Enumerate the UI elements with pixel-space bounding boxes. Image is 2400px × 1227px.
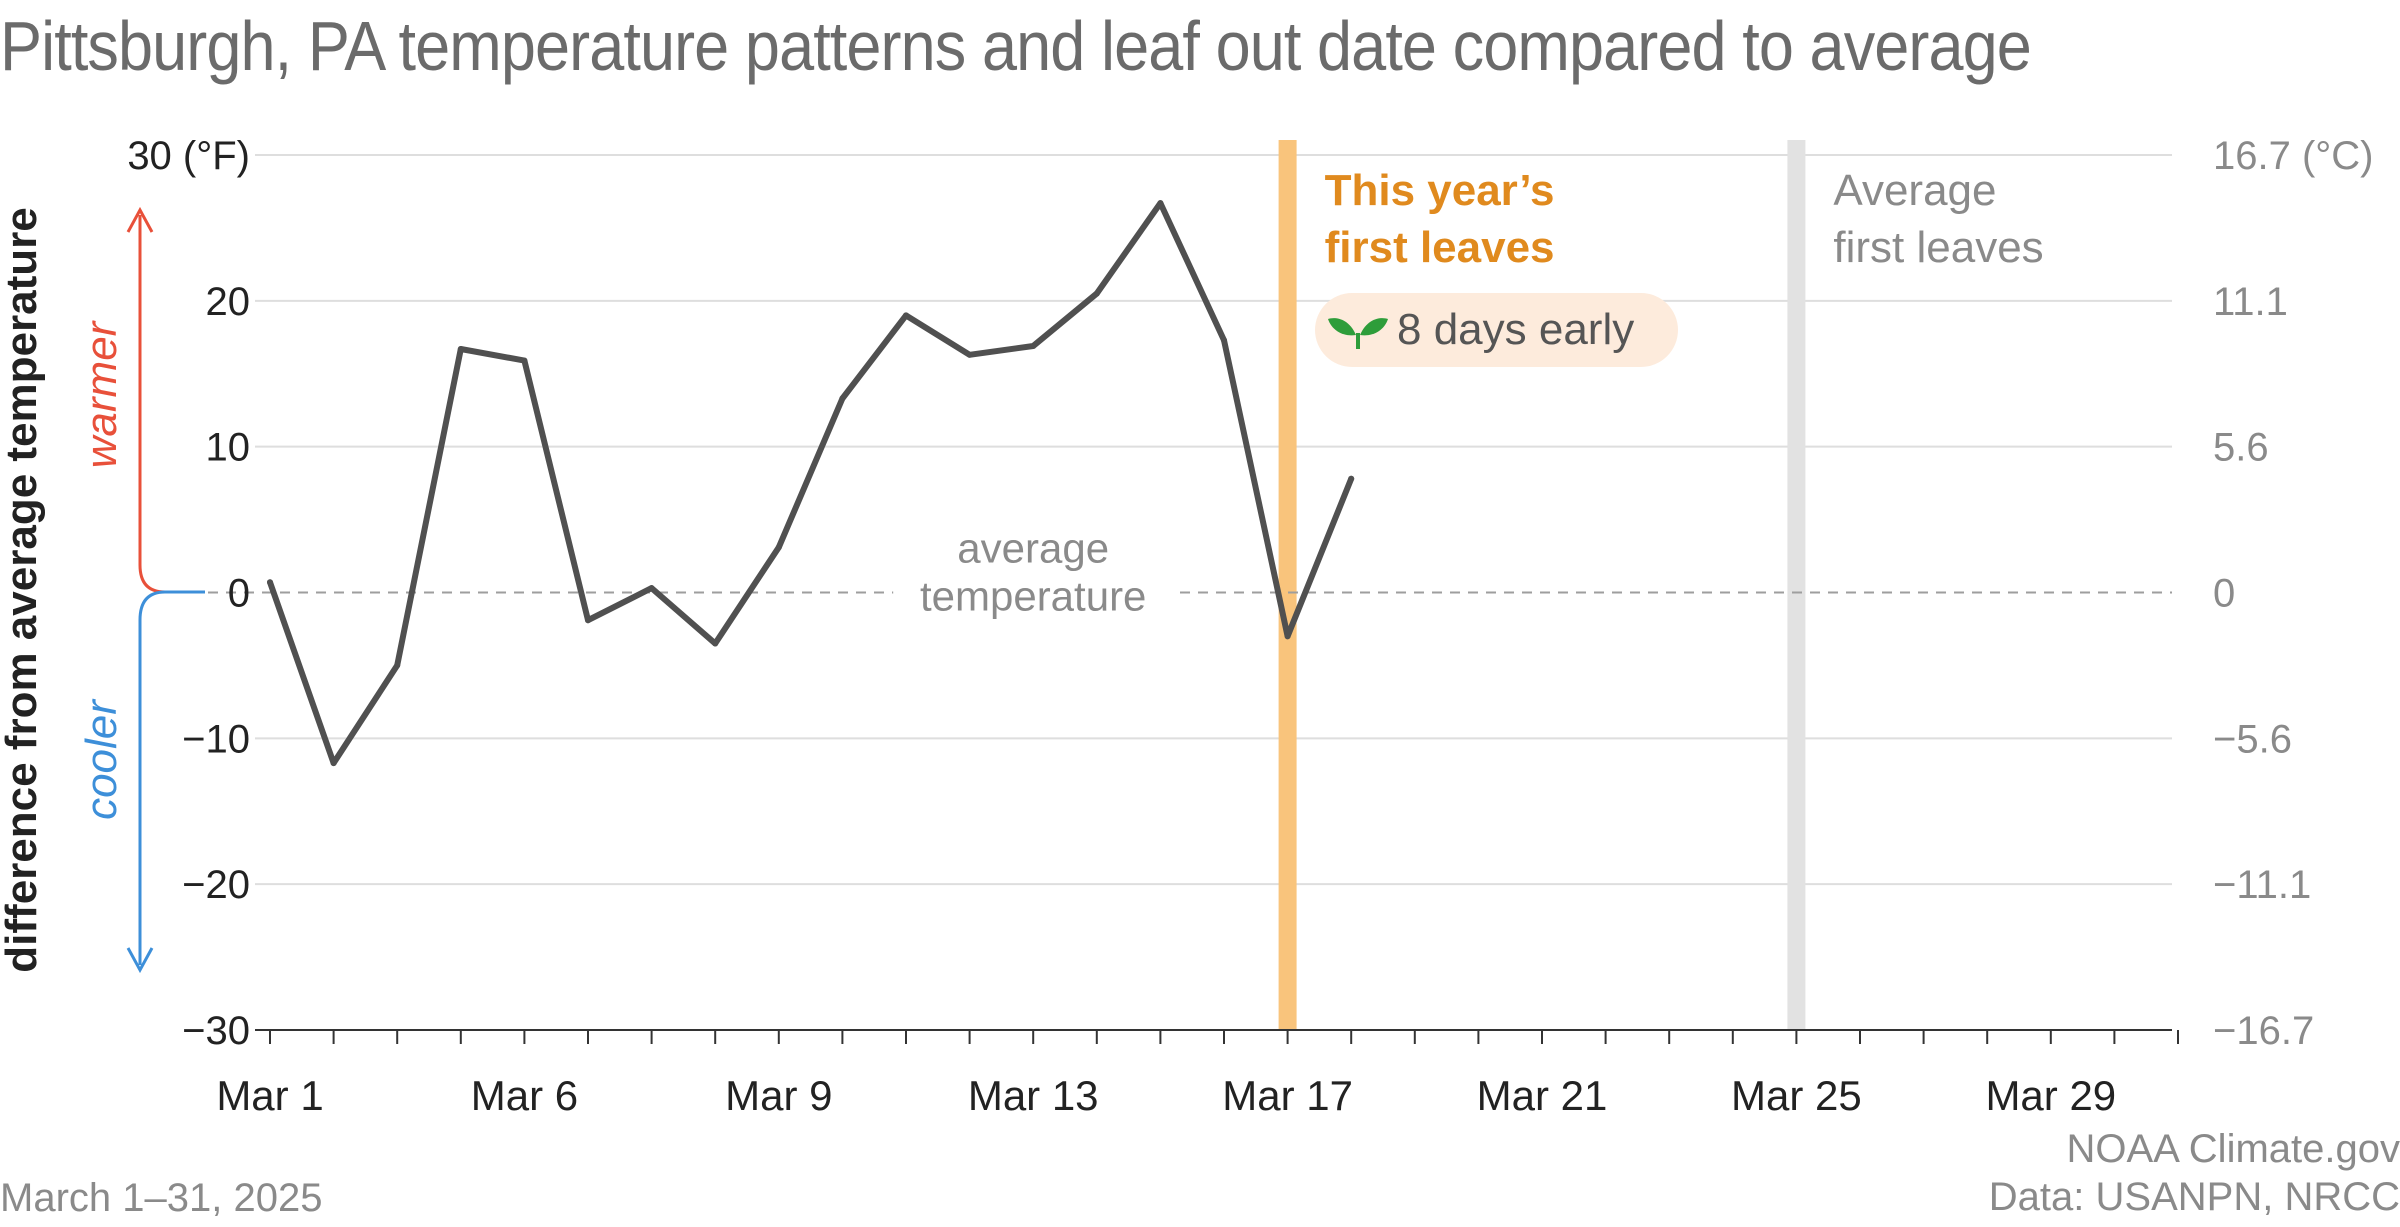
leaf-marker-label: first leaves xyxy=(1325,223,1555,272)
y-axis-label: difference from average temperature xyxy=(0,207,46,972)
data-point xyxy=(521,357,528,364)
data-point xyxy=(1093,290,1100,297)
y-tick-label-right: −11.1 xyxy=(2213,863,2311,907)
cooler-arrowhead xyxy=(126,947,154,974)
y-tick-label-left: 30 (°F) xyxy=(127,134,250,178)
data-point xyxy=(1030,343,1037,350)
y-tick-label-right: 16.7 (°C) xyxy=(2213,134,2374,178)
warmer-label: warmer xyxy=(77,319,126,468)
leaf-marker-label: This year’s xyxy=(1325,166,1555,215)
y-tick-label-left: 0 xyxy=(228,572,250,616)
data-point xyxy=(775,544,782,551)
leaf-marker-band xyxy=(1787,140,1806,1030)
warmer-arrow xyxy=(138,215,205,594)
y-tick-label-left: −10 xyxy=(182,717,250,761)
data-point xyxy=(394,662,401,669)
data-point xyxy=(330,760,337,767)
date-range: March 1–31, 2025 xyxy=(0,1176,323,1220)
axes: 30 (°F) 16.7 (°C) 20 11.1 10 5.6 0 0 −10 −5.6 −20 −… xyxy=(127,134,2373,1119)
data-point xyxy=(1221,337,1227,344)
y-tick-label-left: −20 xyxy=(182,863,250,907)
data-point xyxy=(648,585,655,592)
data-point xyxy=(712,640,719,647)
data-point xyxy=(457,345,464,352)
credit-data: Data: USANPN, NRCC xyxy=(1988,1175,2400,1219)
x-tick-label: Mar 25 xyxy=(1731,1072,1862,1119)
x-tick-label: Mar 9 xyxy=(725,1072,832,1119)
y-tick-label-left: −30 xyxy=(182,1009,250,1053)
sprout-leaf-right xyxy=(1360,318,1388,336)
credit-source: NOAA Climate.gov xyxy=(2066,1127,2400,1171)
badge-text: 8 days early xyxy=(1397,305,1634,354)
cooler-label: cooler xyxy=(77,698,126,820)
data-point xyxy=(903,312,909,319)
data-point xyxy=(1284,633,1291,640)
leaf-marker-label: Average xyxy=(1833,166,1996,215)
y-tick-label-right: 0 xyxy=(2213,572,2235,616)
temperature-series xyxy=(267,200,1355,767)
leaf-markers: This year’s first leaves Average first leav… xyxy=(1278,140,2044,1030)
y-tick-label-left: 10 xyxy=(206,426,251,470)
average-label-bg xyxy=(893,512,1174,623)
x-tick-label: Mar 6 xyxy=(471,1072,578,1119)
average-label: temperature xyxy=(920,573,1146,620)
cooler-arrow xyxy=(138,590,205,965)
data-point xyxy=(1157,200,1164,207)
sprout-icon xyxy=(1328,318,1388,349)
x-tick-label: Mar 13 xyxy=(968,1072,1099,1119)
data-point xyxy=(966,351,973,358)
data-point xyxy=(585,617,591,624)
y-tick-label-right: −5.6 xyxy=(2213,717,2292,761)
sprout-leaf-left xyxy=(1328,318,1356,336)
temperature-line xyxy=(267,200,1355,767)
warmer-arrowhead xyxy=(126,206,154,233)
y-tick-label-right: 5.6 xyxy=(2213,426,2269,470)
early-badge: 8 days early xyxy=(1315,293,1678,367)
leaf-marker-label: first leaves xyxy=(1833,223,2043,272)
y-tick-label-left: 20 xyxy=(206,280,251,324)
y-axis-label-group: difference from average temperature warme… xyxy=(0,206,205,974)
x-tick-label: Mar 29 xyxy=(1985,1072,2116,1119)
leaf-marker-band xyxy=(1278,140,1297,1030)
y-tick-label-right: −16.7 xyxy=(2213,1009,2314,1053)
x-tick-label: Mar 17 xyxy=(1222,1072,1353,1119)
x-tick-label: Mar 1 xyxy=(216,1072,323,1119)
average-label: average xyxy=(957,525,1109,572)
data-point xyxy=(1348,475,1355,482)
data-point xyxy=(267,579,273,586)
x-tick-label: Mar 21 xyxy=(1477,1072,1608,1119)
credits: NOAA Climate.gov Data: USANPN, NRCC xyxy=(1989,1125,2400,1221)
y-tick-label-right: 11.1 xyxy=(2213,280,2288,324)
data-point xyxy=(839,395,846,402)
badge-pill xyxy=(1315,293,1678,367)
chart-title: Pittsburgh, PA temperature patterns and … xyxy=(0,7,2032,85)
